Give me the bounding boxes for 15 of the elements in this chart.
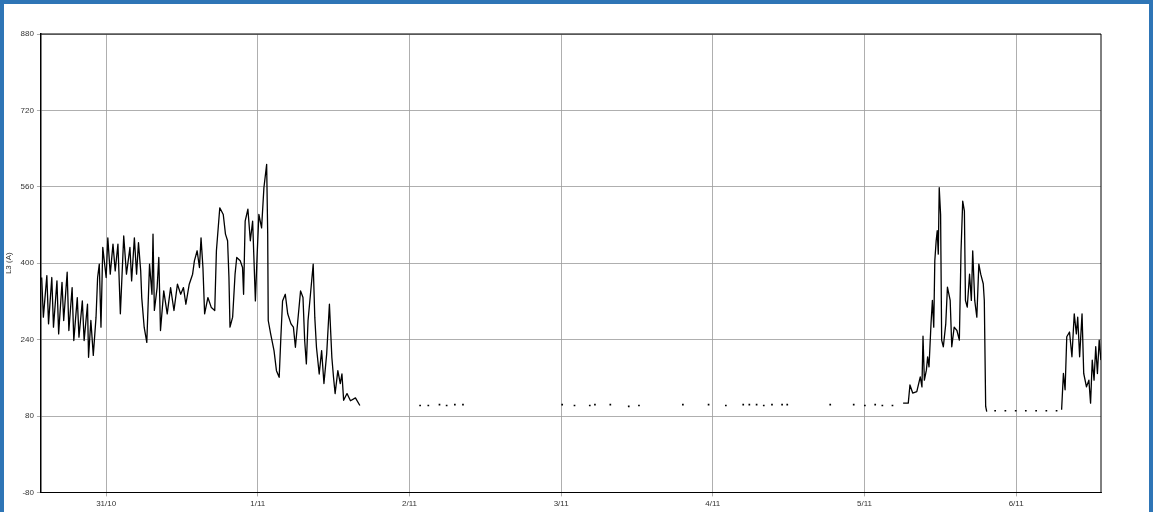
x-tick-label: 2/11: [401, 499, 418, 509]
y-tick-label: 80: [25, 411, 35, 421]
y-tick-label: 880: [20, 29, 35, 39]
y-tick-label: 720: [20, 105, 35, 115]
x-tick-label: 6/11: [1008, 499, 1025, 509]
y-tick-label: -80: [22, 487, 35, 497]
y-tick-label: 400: [20, 258, 35, 268]
x-tick-label: 31/10: [96, 499, 117, 509]
x-tick-label: 5/11: [856, 499, 873, 509]
y-axis-title: L3 (A): [4, 251, 13, 275]
x-tick-label: 1/11: [250, 499, 266, 509]
x-tick-label: 3/11: [553, 499, 570, 509]
y-tick-label: 560: [20, 182, 35, 191]
y-tick-label: 240: [20, 334, 35, 344]
x-tick-label: 4/11: [705, 499, 721, 509]
